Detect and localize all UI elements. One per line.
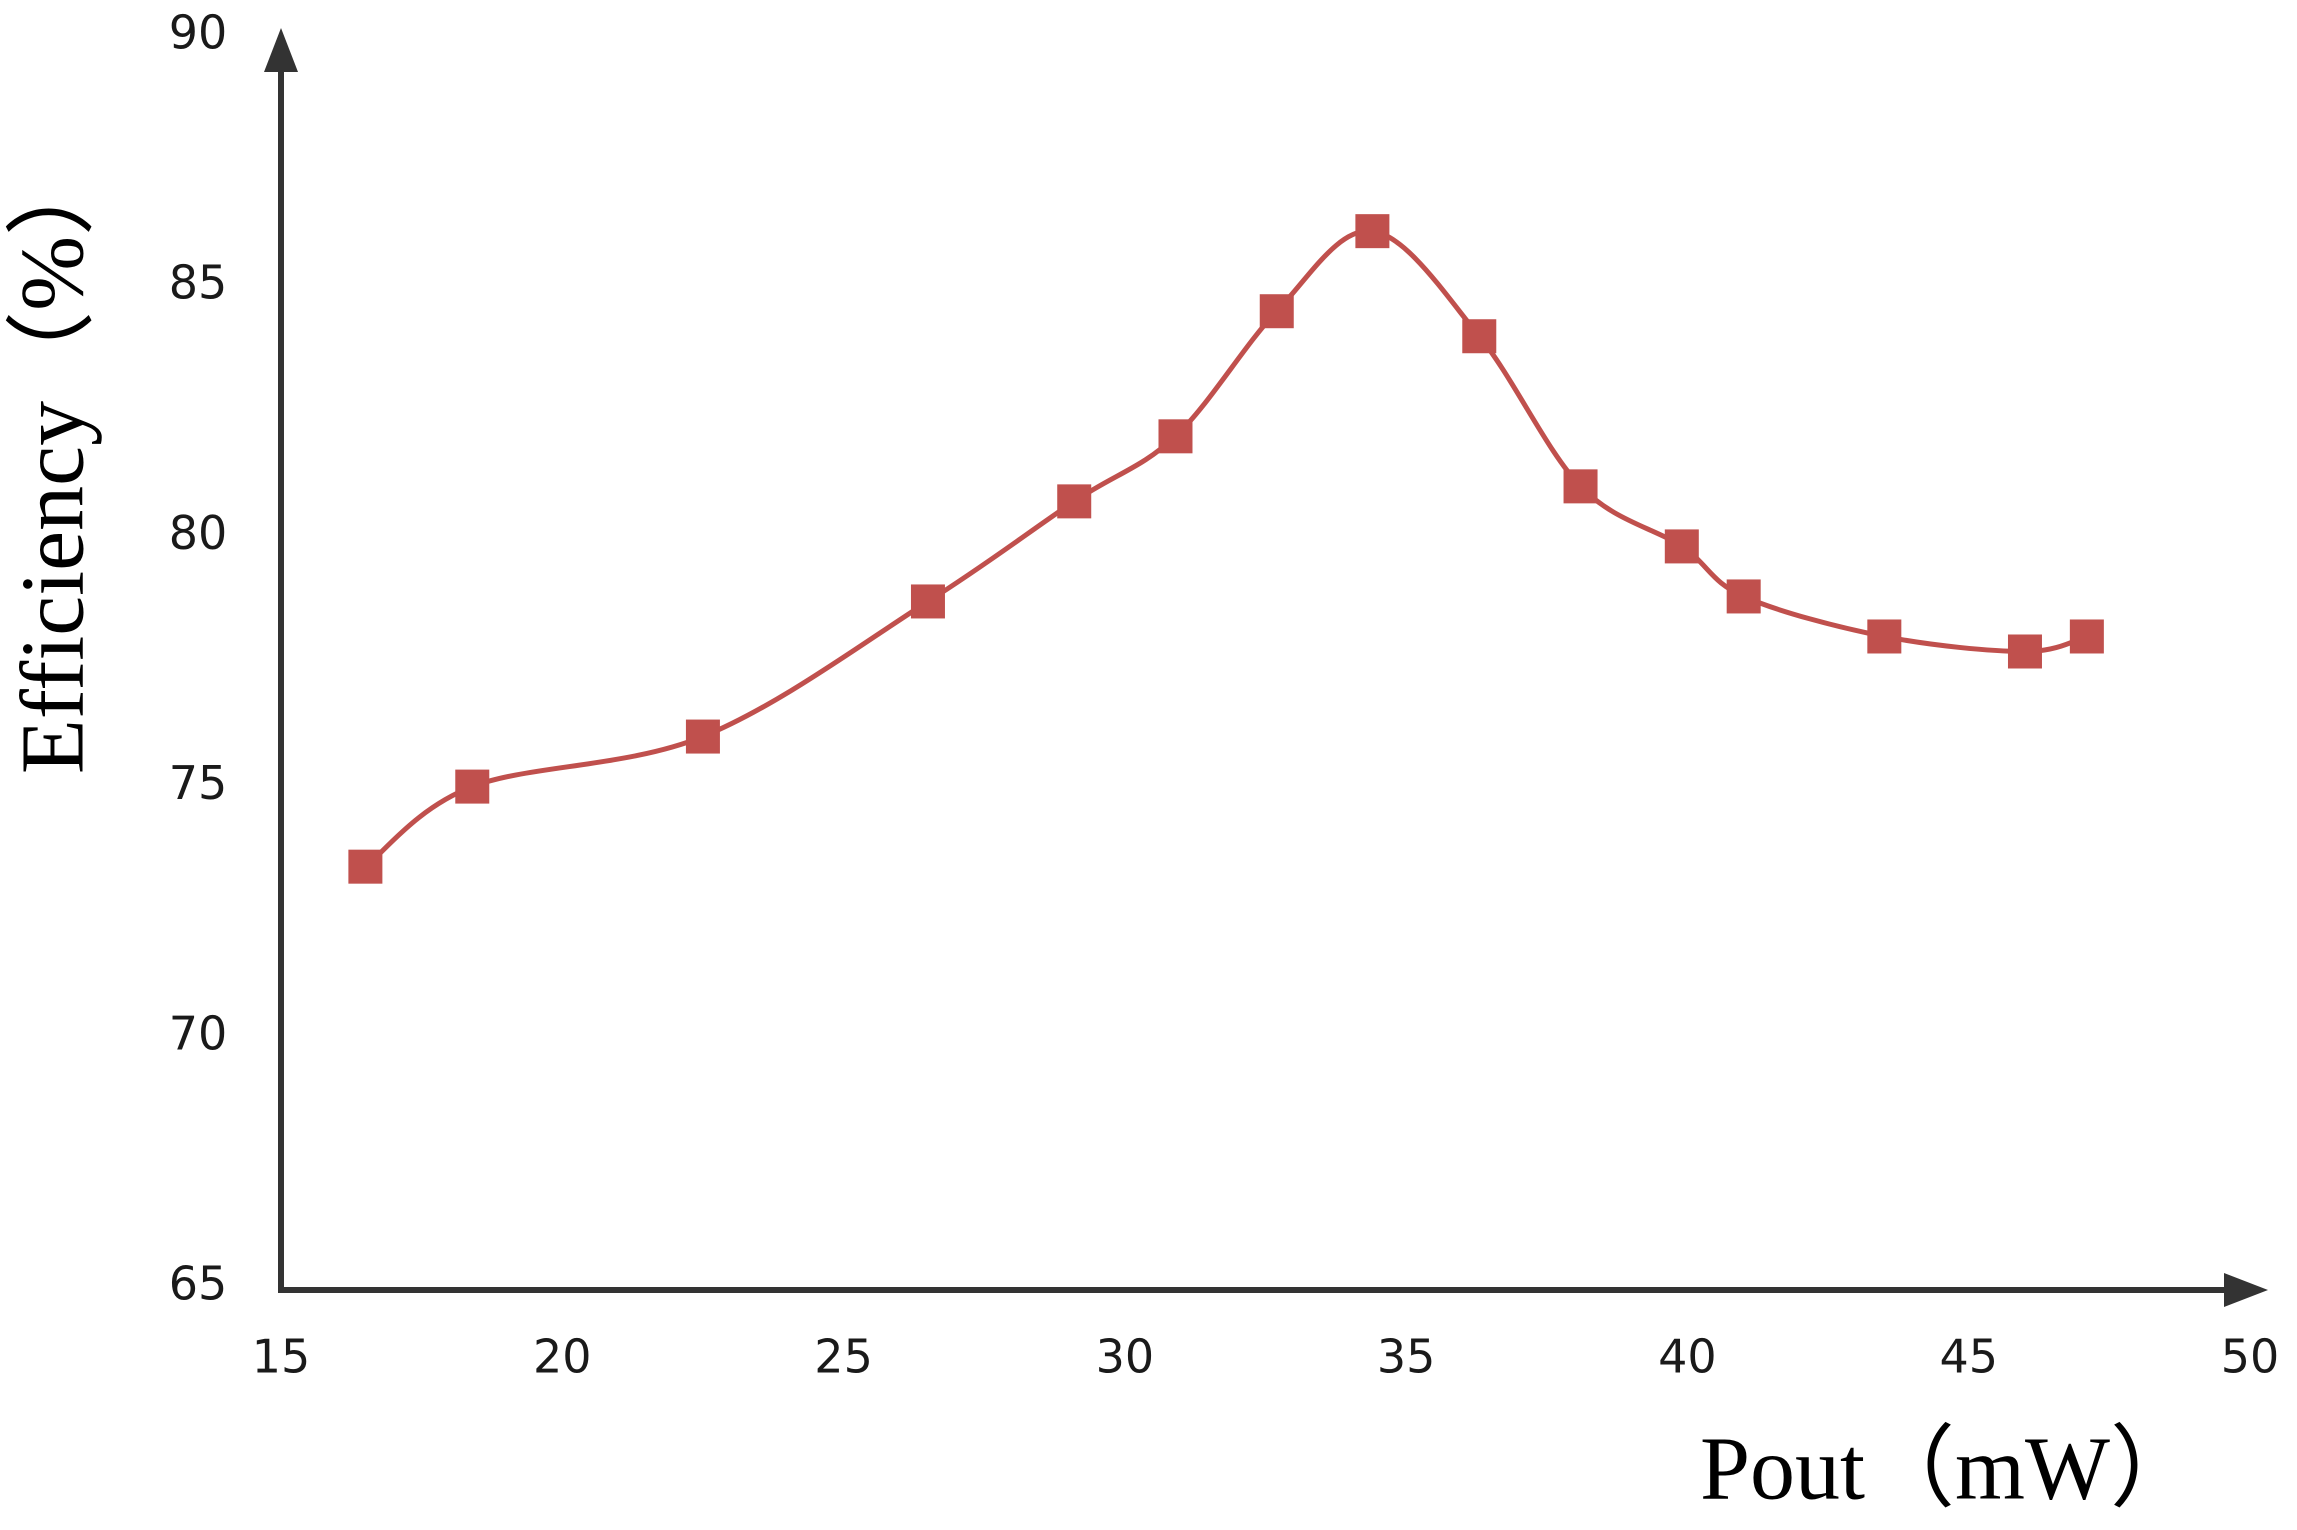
- marker: [1462, 319, 1497, 354]
- marker: [2007, 634, 2042, 669]
- y-tick-label: 90: [169, 6, 228, 60]
- x-tick-label: 40: [1658, 1330, 1717, 1384]
- marker: [1158, 419, 1193, 454]
- x-tick-label: 45: [1939, 1330, 1998, 1384]
- x-axis-arrow: [2224, 1273, 2268, 1307]
- y-axis-title: Efficiency（%）: [4, 146, 103, 774]
- marker: [348, 849, 383, 884]
- y-tick-label: 75: [169, 756, 228, 810]
- marker: [1259, 294, 1294, 329]
- x-tick-label: 30: [1096, 1330, 1155, 1384]
- y-tick-label: 85: [169, 256, 228, 310]
- y-axis-arrow: [264, 28, 298, 72]
- marker: [1664, 529, 1699, 564]
- marker: [1355, 214, 1390, 249]
- x-tick-label: 35: [1377, 1330, 1436, 1384]
- marker: [1726, 579, 1761, 614]
- x-tick-label: 20: [533, 1330, 592, 1384]
- marker: [1057, 484, 1092, 519]
- x-tick-label: 25: [814, 1330, 873, 1384]
- y-tick-label: 80: [169, 506, 228, 560]
- y-tick-label: 70: [169, 1006, 228, 1060]
- marker: [2069, 619, 2104, 654]
- x-tick-label: 15: [252, 1330, 311, 1384]
- marker: [1563, 469, 1598, 504]
- x-tick-label: 50: [2221, 1330, 2280, 1384]
- line: [363, 228, 2088, 869]
- x-axis-title: Pout（mW）: [1700, 1420, 2200, 1519]
- marker: [685, 719, 720, 754]
- y-tick-label: 65: [169, 1257, 228, 1311]
- marker: [910, 584, 945, 619]
- marker: [455, 769, 490, 804]
- marker: [1867, 619, 1902, 654]
